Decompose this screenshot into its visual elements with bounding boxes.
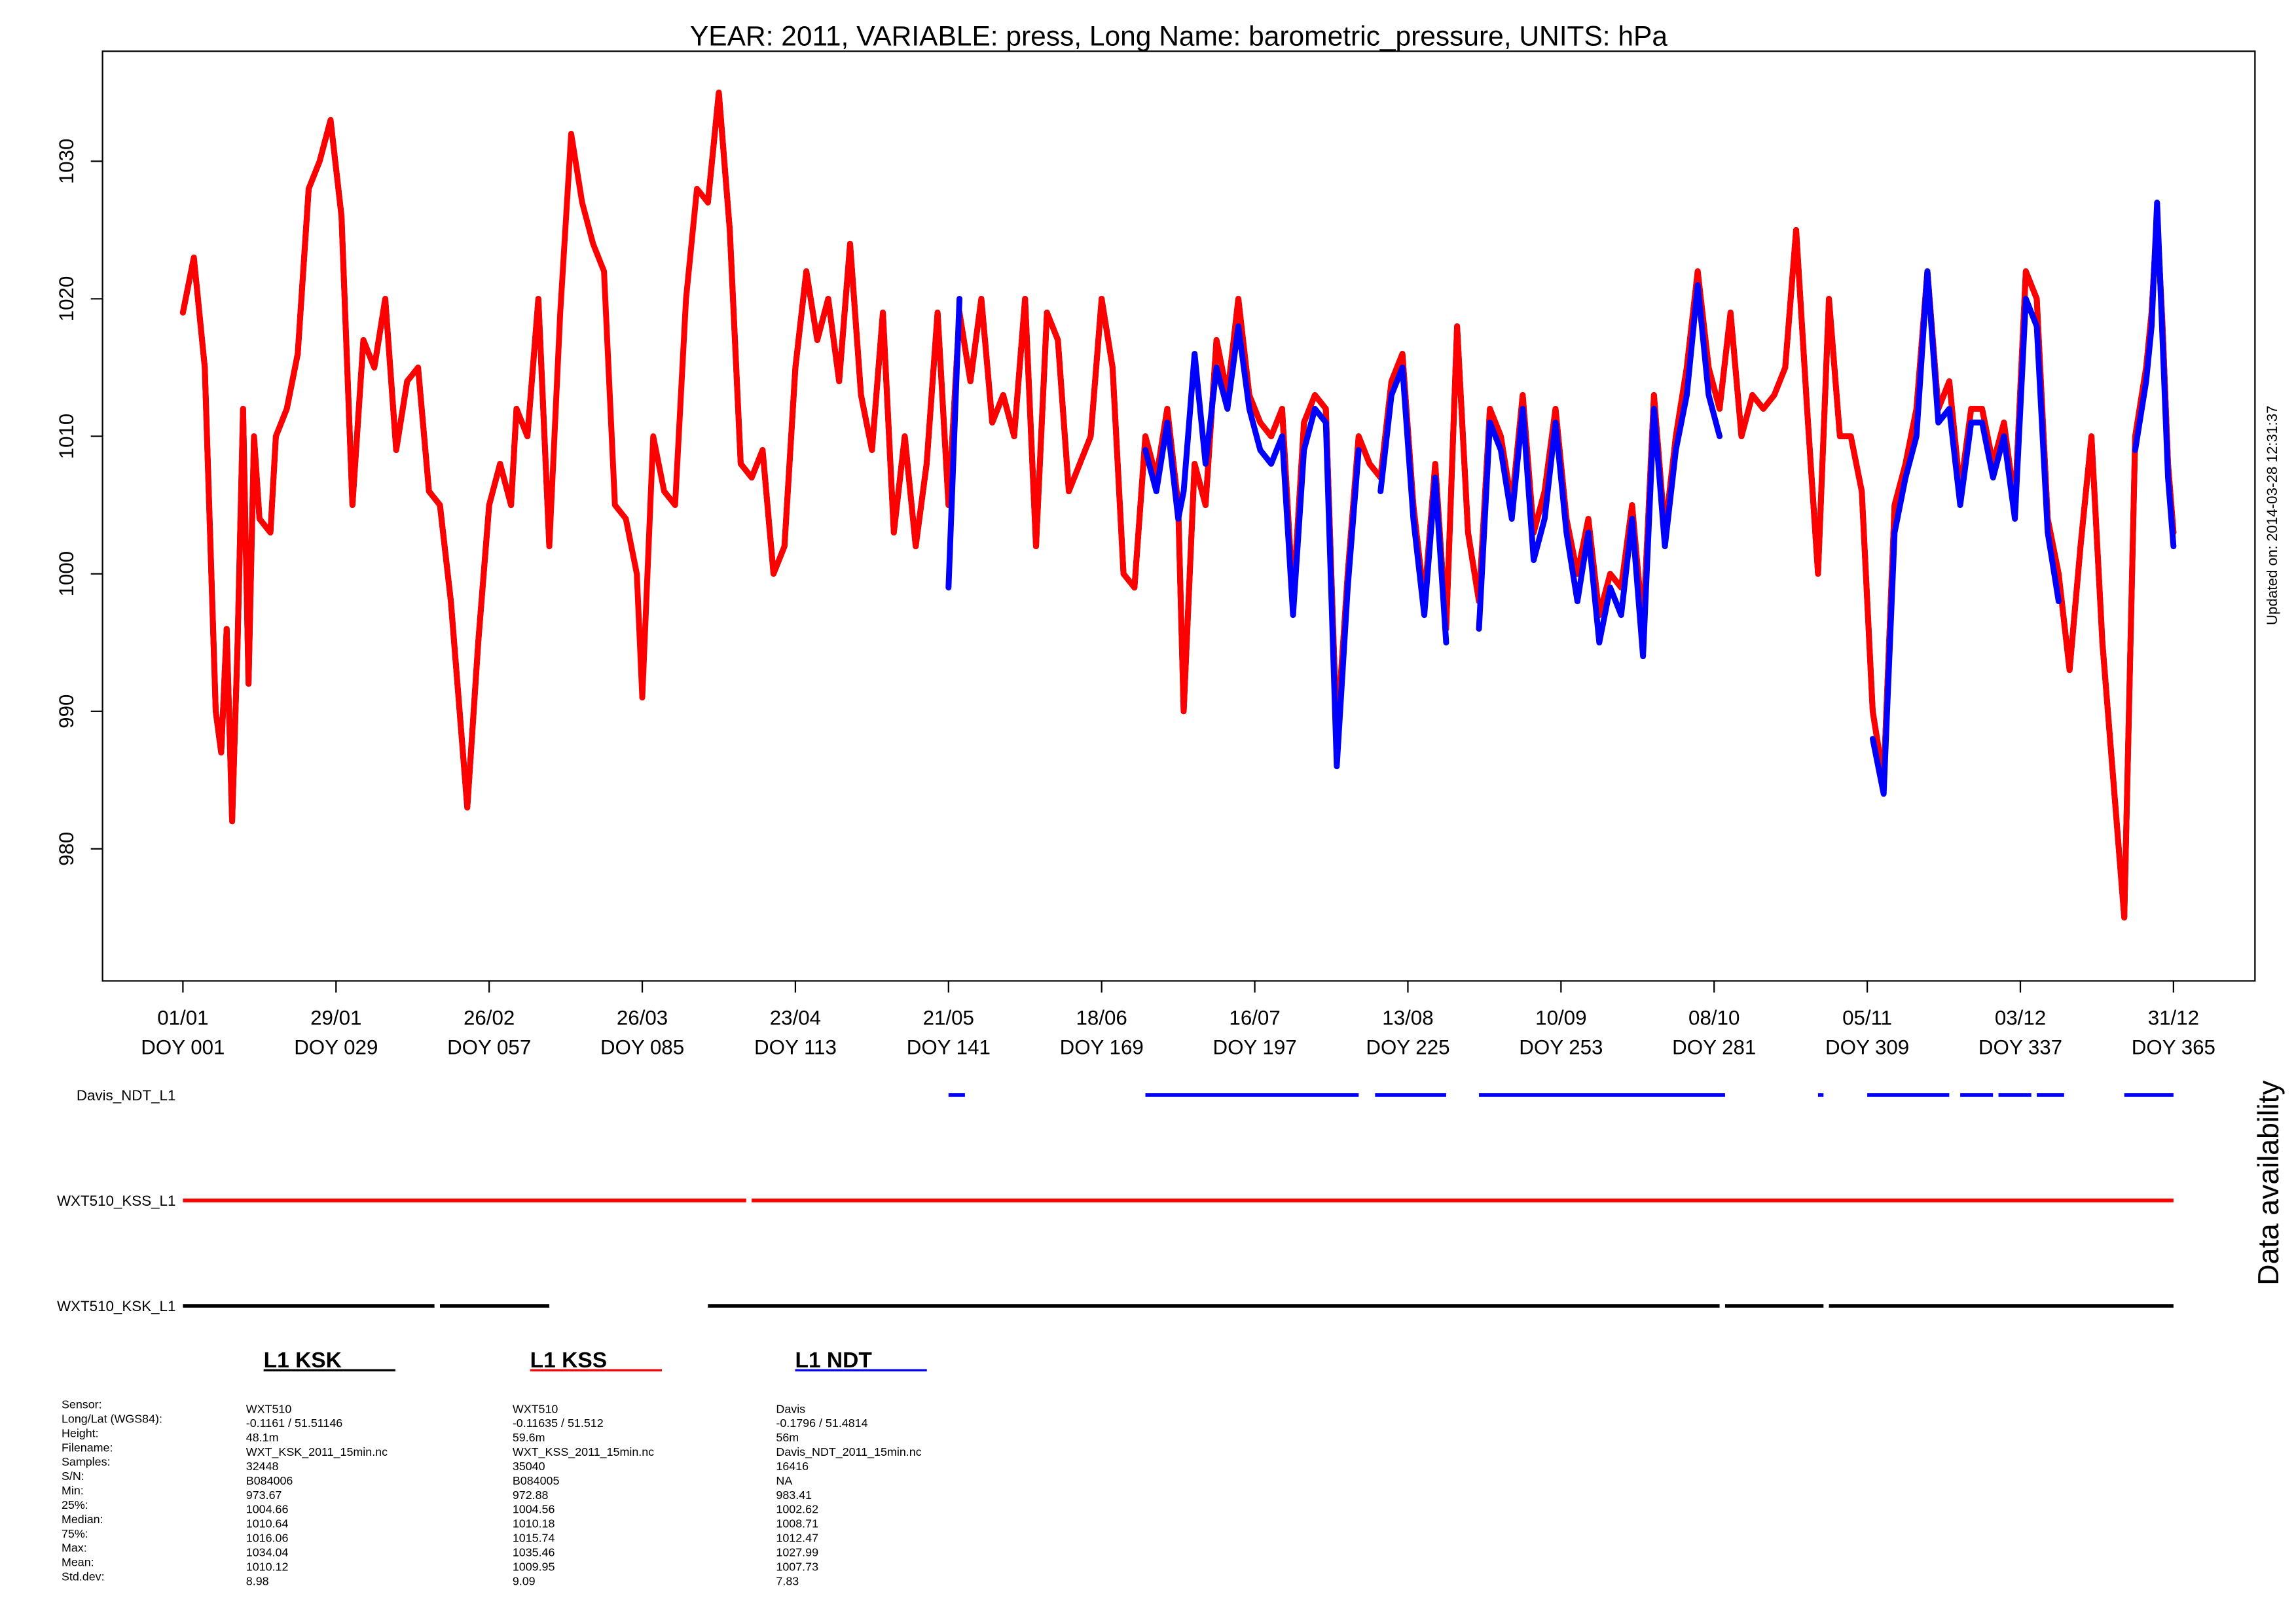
stat-value: 1012.47: [776, 1532, 818, 1545]
x-tick-label: 13/08: [1382, 1007, 1433, 1030]
stat-value: Davis_NDT_2011_15min.nc: [776, 1445, 921, 1459]
stat-value: WXT_KSK_2011_15min.nc: [246, 1445, 388, 1459]
stat-label: S/N:: [62, 1470, 84, 1483]
x-tick-sublabel: DOY 197: [1212, 1036, 1296, 1058]
stat-value: WXT_KSS_2011_15min.nc: [513, 1445, 654, 1459]
stat-value: 1008.71: [776, 1517, 818, 1530]
availability-label: Davis_NDT_L1: [77, 1087, 176, 1104]
stat-value: NA: [776, 1474, 792, 1487]
stat-value: B084005: [513, 1474, 560, 1487]
stat-label: 75%:: [62, 1527, 88, 1540]
stat-value: 983.41: [776, 1489, 812, 1502]
x-tick-sublabel: DOY 309: [1825, 1036, 1909, 1058]
stat-label: Long/Lat (WGS84):: [62, 1412, 162, 1425]
x-tick-label: 01/01: [157, 1007, 208, 1030]
x-tick-sublabel: DOY 169: [1060, 1036, 1144, 1058]
availability-label: WXT510_KSK_L1: [57, 1298, 175, 1314]
stat-label: Std.dev:: [62, 1570, 105, 1583]
stat-label: Min:: [62, 1484, 84, 1497]
x-tick-label: 18/06: [1076, 1007, 1127, 1030]
stat-value: 1010.18: [513, 1517, 555, 1530]
stat-value: 1004.66: [246, 1503, 289, 1516]
stat-value: 1010.64: [246, 1517, 289, 1530]
stat-value: -0.11635 / 51.512: [513, 1416, 604, 1430]
x-tick-label: 21/05: [923, 1007, 974, 1030]
stat-value: 1007.73: [776, 1560, 818, 1573]
stat-value: 1015.74: [513, 1532, 555, 1545]
x-tick-sublabel: DOY 365: [2132, 1036, 2215, 1058]
station-heading: L1 KSK: [264, 1348, 342, 1373]
y-tick-label: 980: [55, 832, 78, 866]
x-tick-sublabel: DOY 225: [1366, 1036, 1449, 1058]
stat-value: 32448: [246, 1460, 279, 1473]
x-tick-sublabel: DOY 029: [294, 1036, 378, 1058]
stat-label: Height:: [62, 1426, 99, 1439]
chart-title: YEAR: 2011, VARIABLE: press, Long Name: …: [690, 21, 1667, 52]
x-tick-sublabel: DOY 085: [600, 1036, 684, 1058]
x-tick-label: 29/01: [310, 1007, 361, 1030]
stat-value: 1016.06: [246, 1532, 289, 1545]
stat-value: 56m: [776, 1431, 799, 1444]
stat-value: 973.67: [246, 1489, 282, 1502]
availability-label: WXT510_KSS_L1: [57, 1193, 175, 1209]
x-tick-sublabel: DOY 001: [141, 1036, 225, 1058]
x-tick-sublabel: DOY 057: [447, 1036, 531, 1058]
stat-value: Davis: [776, 1402, 805, 1415]
x-tick-label: 23/04: [770, 1007, 821, 1030]
stat-value: 16416: [776, 1460, 809, 1473]
y-tick-label: 1020: [55, 276, 78, 322]
y-tick-label: 1030: [55, 139, 78, 185]
stat-value: 1004.56: [513, 1503, 555, 1516]
stat-label: Max:: [62, 1542, 87, 1555]
stat-value: WXT510: [513, 1402, 558, 1415]
stat-value: 1034.04: [246, 1545, 289, 1559]
x-tick-label: 16/07: [1229, 1007, 1280, 1030]
stat-value: B084006: [246, 1474, 293, 1487]
stat-value: 1002.62: [776, 1503, 818, 1516]
stat-value: 972.88: [513, 1489, 549, 1502]
stat-value: -0.1161 / 51.51146: [246, 1416, 342, 1430]
x-tick-sublabel: DOY 141: [907, 1036, 991, 1058]
x-tick-label: 08/10: [1688, 1007, 1740, 1030]
stat-value: 1035.46: [513, 1545, 555, 1559]
x-tick-label: 31/12: [2148, 1007, 2199, 1030]
stat-label: Samples:: [62, 1455, 111, 1468]
stat-value: 1027.99: [776, 1545, 818, 1559]
stat-label: Sensor:: [62, 1398, 102, 1411]
stat-label: Median:: [62, 1513, 103, 1526]
y-tick-label: 1000: [55, 551, 78, 597]
x-tick-label: 03/12: [1995, 1007, 2046, 1030]
series-line: [945, 199, 2177, 797]
stat-value: 35040: [513, 1460, 545, 1473]
station-heading: L1 NDT: [795, 1348, 872, 1373]
stat-value: 59.6m: [513, 1431, 545, 1444]
x-tick-label: 26/02: [464, 1007, 515, 1030]
stat-label: 25%:: [62, 1498, 88, 1511]
x-tick-sublabel: DOY 281: [1672, 1036, 1756, 1058]
plot-frame: [101, 50, 2256, 982]
stat-value: WXT510: [246, 1402, 292, 1415]
stat-value: 8.98: [246, 1574, 269, 1587]
y-tick-label: 990: [55, 695, 78, 729]
stat-value: 48.1m: [246, 1431, 279, 1444]
x-tick-label: 26/03: [617, 1007, 668, 1030]
stat-value: 7.83: [776, 1574, 799, 1587]
x-tick-label: 05/11: [1842, 1007, 1892, 1030]
x-tick-sublabel: DOY 113: [754, 1036, 837, 1058]
stat-value: -0.1796 / 51.4814: [776, 1416, 867, 1430]
x-tick-sublabel: DOY 253: [1519, 1036, 1603, 1058]
stat-label: Filename:: [62, 1441, 113, 1454]
station-heading: L1 KSS: [530, 1348, 607, 1373]
x-tick-sublabel: DOY 337: [1978, 1036, 2062, 1058]
y-tick-label: 1010: [55, 414, 78, 460]
stat-label: Mean:: [62, 1556, 94, 1569]
stat-value: 1009.95: [513, 1560, 555, 1573]
update-note: Updated on: 2014-03-28 12:31:37: [2264, 405, 2280, 625]
availability-title: Data availability: [2253, 1080, 2285, 1286]
stat-value: 9.09: [513, 1574, 536, 1587]
x-tick-label: 10/09: [1535, 1007, 1586, 1030]
stat-value: 1010.12: [246, 1560, 289, 1573]
